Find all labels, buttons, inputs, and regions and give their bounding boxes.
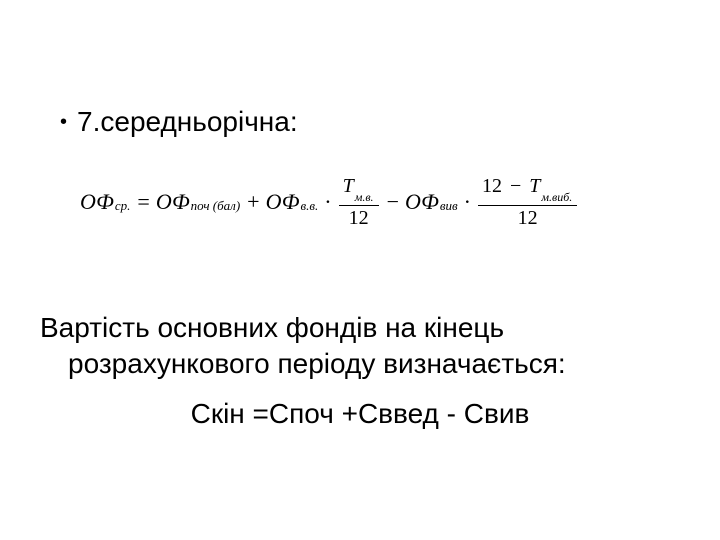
formula-frac2-num-sym: Т (529, 175, 540, 197)
formula-t3-sub: вив (440, 198, 458, 214)
formula-t1-sym: ОФ (156, 189, 190, 215)
formula-t1-sub: поч (бал) (191, 198, 240, 214)
formula-frac-1: Тм.в. 12 (339, 175, 379, 229)
slide: • 7.середньорічна: ОФ ср. = ОФ поч (бал)… (0, 0, 720, 540)
formula-frac2-bar (478, 205, 577, 206)
body-paragraph: Вартість основних фондів на кінець розра… (40, 310, 680, 382)
formula-t2-sym: ОФ (266, 189, 300, 215)
bullet-marker: • (60, 105, 67, 139)
formula-frac1-num: Тм.в. (339, 175, 379, 204)
average-formula: ОФ ср. = ОФ поч (бал) + ОФ в.в. · Тм.в. … (80, 175, 579, 229)
formula-dot-1: · (324, 189, 331, 215)
body-line-2: розрахункового періоду визначається: (40, 346, 680, 382)
formula-frac2-num-sub: м.виб. (541, 190, 572, 204)
formula-frac2-num: 12 − Тм.виб. (478, 175, 577, 204)
formula-plus: + (247, 189, 259, 215)
final-equation: Скін =Споч +Сввед - Свив (0, 398, 720, 430)
formula-lhs-sub: ср. (115, 198, 131, 214)
formula-frac1-num-sub: м.в. (355, 190, 374, 204)
formula-eq: = (137, 189, 149, 215)
bullet-item: • 7.середньорічна: (60, 105, 298, 139)
formula-minus: − (387, 189, 399, 215)
formula-frac2-num-minus: − (510, 175, 521, 197)
bullet-text: 7.середньорічна: (77, 105, 298, 139)
formula-frac2-num-left: 12 (482, 175, 502, 197)
formula-frac1-bar (339, 205, 379, 206)
formula-t3-sym: ОФ (405, 189, 439, 215)
formula-lhs-sym: ОФ (80, 189, 114, 215)
formula-frac-2: 12 − Тм.виб. 12 (478, 175, 577, 229)
formula-dot-2: · (464, 189, 471, 215)
body-line-1: Вартість основних фондів на кінець (40, 312, 504, 343)
formula-t2-sub: в.в. (300, 198, 318, 214)
formula-frac1-den: 12 (345, 207, 373, 229)
formula-frac2-den: 12 (514, 207, 542, 229)
formula-frac1-num-sym: Т (343, 175, 354, 197)
